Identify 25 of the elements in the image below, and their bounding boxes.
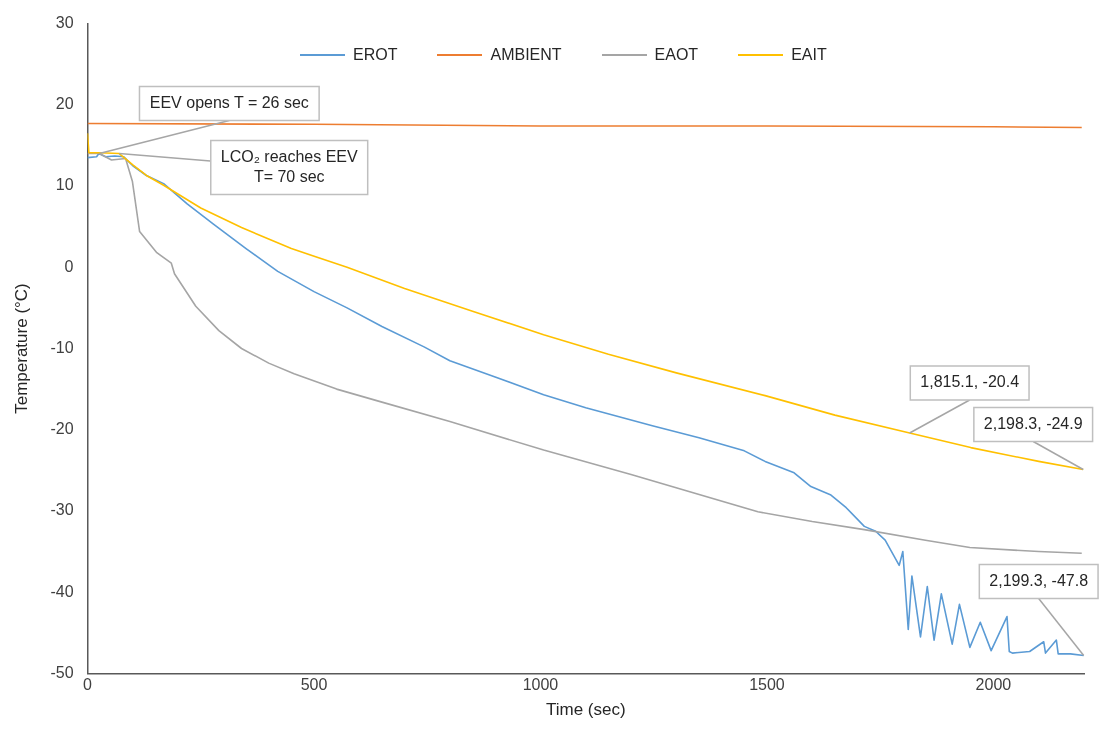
x-tick-label: 2000 (975, 676, 1012, 694)
x-tick-label: 1000 (522, 676, 559, 694)
y-tick-label: 20 (55, 95, 74, 113)
y-tick-label: -20 (50, 420, 74, 438)
y-axis-title: Temperature (°C) (11, 283, 31, 414)
y-tick-label: -10 (50, 338, 74, 356)
legend-label: EROT (353, 46, 398, 64)
y-tick-label: 10 (55, 176, 74, 194)
annotation: EEV opens T = 26 sec (149, 93, 309, 111)
annotation: LCO₂ reaches EEV T= 70 sec (220, 147, 359, 185)
x-tick-label: 0 (83, 676, 93, 694)
x-tick-label: 500 (300, 676, 328, 694)
y-tick-label: 0 (64, 257, 74, 275)
x-tick-label: 1500 (749, 676, 785, 694)
x-axis-title: Time (sec) (545, 700, 626, 720)
annotation: 1,815.1, -20.4 (920, 373, 1020, 391)
annotation: 2,198.3, -24.9 (983, 414, 1083, 432)
y-tick-label: 30 (55, 14, 74, 32)
legend-label: EAIT (791, 46, 827, 64)
legend-label: AMBIENT (490, 46, 562, 64)
annotation: 2,199.3, -47.8 (989, 571, 1089, 589)
legend-label: EAOT (654, 46, 699, 64)
y-tick-label: -50 (50, 663, 74, 681)
y-tick-label: -40 (50, 582, 74, 600)
y-tick-label: -30 (50, 501, 74, 519)
